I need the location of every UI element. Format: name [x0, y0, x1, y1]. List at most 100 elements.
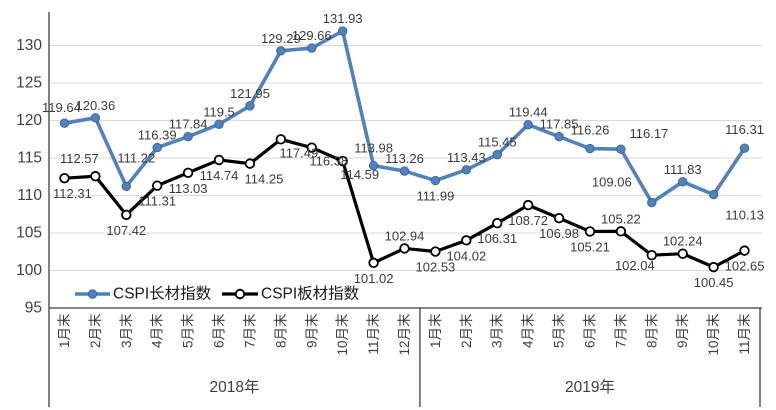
data-point-label: 116.17 — [629, 126, 668, 141]
data-point-label: 119.44 — [509, 105, 548, 120]
x-axis-year-label: 2019年 — [565, 378, 615, 396]
data-point-label: 113.26 — [385, 151, 424, 166]
x-axis-month-label: 2月末 — [459, 313, 474, 348]
x-axis-month-label: 10月末 — [335, 313, 350, 356]
legend-marker-icon — [234, 288, 246, 300]
data-point-label: 109.06 — [592, 175, 632, 190]
data-point-label: 102.53 — [416, 260, 456, 275]
x-axis-month-label: 6月末 — [582, 313, 597, 348]
data-point-marker — [337, 155, 348, 167]
data-point-label: 102.65 — [725, 259, 765, 274]
data-point-label: 112.57 — [60, 151, 99, 166]
x-axis-month-label: 5月末 — [552, 313, 567, 348]
data-point-marker — [337, 26, 348, 36]
data-point-label: 116.31 — [725, 122, 764, 137]
data-point-label: 116.26 — [571, 123, 610, 138]
data-point-marker — [522, 199, 534, 211]
data-point-label: 114.59 — [340, 167, 379, 182]
legend-marker-icon — [87, 289, 98, 299]
data-point-marker — [368, 257, 379, 269]
x-axis-month-label: 3月末 — [490, 313, 505, 348]
x-axis-month-label: 3月末 — [119, 313, 134, 348]
data-point-label: 112.31 — [53, 186, 92, 201]
data-point-label: 117.49 — [279, 145, 318, 160]
x-axis-month-label: 9月末 — [304, 313, 319, 348]
data-point-marker — [90, 171, 101, 182]
data-point-marker — [151, 180, 163, 191]
x-axis-month-label: 9月末 — [675, 313, 690, 348]
data-point-label: 113.98 — [354, 141, 393, 156]
data-point-label: 114.25 — [245, 172, 284, 187]
data-point-marker — [307, 43, 317, 53]
data-point-marker — [646, 249, 658, 261]
data-point-marker — [492, 149, 502, 160]
data-point-label: 119.64 — [42, 100, 81, 115]
x-axis-month-label: 12月末 — [397, 313, 412, 356]
data-point-marker — [430, 246, 441, 257]
data-point-label: 108.72 — [508, 213, 548, 228]
data-point-marker — [739, 245, 750, 256]
data-point-marker — [276, 46, 286, 56]
data-point-marker — [678, 177, 688, 187]
data-point-label: 102.04 — [615, 258, 655, 273]
series-line-0 — [62, 29, 747, 205]
data-point-label: 104.02 — [446, 248, 486, 263]
data-point-label: 113.03 — [169, 181, 208, 196]
data-point-marker — [245, 101, 255, 111]
data-point-label: 129.66 — [292, 28, 332, 43]
y-axis-tick-label: 100 — [16, 262, 42, 279]
x-axis-month-label: 6月末 — [212, 313, 227, 348]
data-point-label: 116.38 — [309, 154, 348, 169]
data-point-marker — [554, 131, 564, 142]
legend-item-label: CSPI长材指数 — [113, 285, 212, 303]
data-point-marker — [368, 160, 379, 171]
data-point-label: 111.22 — [117, 150, 155, 165]
x-axis-month-label: 8月末 — [644, 313, 659, 348]
data-point-marker — [183, 132, 193, 142]
x-axis-month-label: 11月末 — [366, 313, 381, 355]
y-axis-tick-label: 110 — [17, 187, 42, 204]
data-point-marker — [59, 172, 70, 184]
y-axis-tick-label: 115 — [17, 150, 42, 167]
data-point-marker — [121, 181, 131, 192]
data-point-label: 113.43 — [447, 150, 486, 165]
data-point-label: 117.85 — [540, 117, 579, 132]
data-point-label: 101.02 — [354, 271, 394, 286]
data-point-label: 129.29 — [261, 31, 301, 46]
data-point-label: 119.5 — [203, 104, 235, 119]
y-axis-tick-label: 125 — [16, 75, 42, 92]
data-point-marker — [461, 235, 472, 246]
data-point-marker — [677, 248, 688, 259]
data-point-marker — [214, 119, 224, 129]
data-point-marker — [708, 261, 719, 273]
x-axis-year-label: 2018年 — [209, 378, 259, 396]
data-point-label: 111.99 — [416, 189, 454, 204]
data-point-marker — [430, 175, 441, 186]
y-axis-tick-label: 130 — [16, 37, 42, 54]
data-point-label: 107.42 — [106, 223, 146, 238]
x-axis-month-label: 4月末 — [521, 313, 536, 348]
data-point-label: 110.13 — [725, 208, 764, 223]
data-point-marker — [59, 118, 70, 128]
data-point-label: 106.31 — [477, 231, 517, 246]
data-point-marker — [399, 243, 410, 254]
data-point-label: 105.21 — [570, 239, 610, 254]
data-point-marker — [616, 144, 626, 154]
data-point-marker — [90, 113, 101, 123]
x-axis-month-label: 7月末 — [242, 313, 257, 348]
x-axis-month-label: 8月末 — [273, 313, 288, 348]
data-point-label: 111.31 — [138, 194, 176, 209]
data-point-label: 114.74 — [200, 168, 239, 183]
y-axis-tick-label: 105 — [16, 225, 42, 242]
data-point-marker — [306, 142, 317, 153]
data-point-marker — [152, 142, 162, 153]
data-point-marker — [182, 167, 194, 178]
x-axis-month-label: 1月末 — [428, 313, 443, 348]
data-point-label: 121.95 — [230, 86, 270, 101]
x-axis-month-label: 2月末 — [88, 313, 103, 348]
data-point-marker — [121, 209, 132, 221]
data-point-marker — [213, 154, 225, 166]
data-point-marker — [739, 143, 750, 153]
